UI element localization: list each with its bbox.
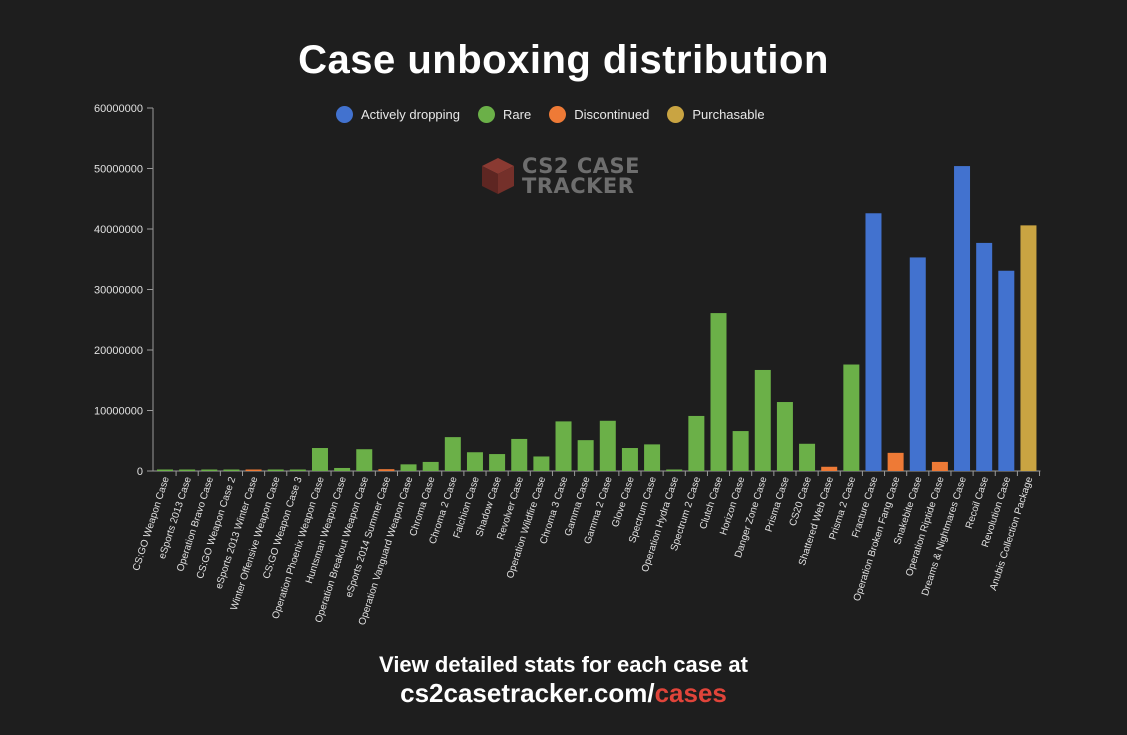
bar (577, 440, 594, 471)
y-tick-label: 0 (137, 466, 143, 478)
bar (511, 438, 528, 471)
bar (821, 466, 838, 471)
y-tick-label: 40000000 (94, 224, 143, 236)
watermark-text: CS2 CASE TRACKER (522, 154, 640, 198)
bar (157, 469, 173, 471)
bar (843, 364, 860, 471)
bar (732, 431, 749, 471)
legend-item-discontinued: Discontinued (549, 106, 649, 123)
bar (998, 270, 1015, 471)
bar (644, 444, 661, 471)
chart-legend: Actively dropping Rare Discontinued Purc… (336, 106, 783, 123)
legend-dot-blue (336, 106, 353, 123)
y-tick-label: 20000000 (94, 345, 143, 357)
bar (223, 469, 240, 471)
watermark-logo: CS2 CASE TRACKER (480, 154, 640, 198)
bar (776, 402, 793, 471)
bar (444, 437, 461, 471)
bar (422, 461, 439, 471)
y-tick-label: 30000000 (94, 285, 143, 297)
footer-url-suffix[interactable]: cases (654, 678, 727, 708)
bar (356, 449, 373, 471)
bar (954, 166, 971, 471)
bar (799, 443, 816, 471)
bar (754, 369, 771, 471)
bar (887, 452, 904, 471)
legend-item-actively-dropping: Actively dropping (336, 106, 460, 123)
bar (909, 257, 926, 471)
y-tick-label: 60000000 (94, 103, 143, 115)
bar (466, 452, 483, 471)
bar (710, 313, 727, 471)
footer-url[interactable]: cs2casetracker.com/cases (0, 678, 1127, 709)
bar (533, 456, 550, 471)
bar (267, 469, 284, 471)
legend-item-rare: Rare (478, 106, 531, 123)
bar (400, 464, 417, 471)
legend-label: Rare (503, 107, 532, 122)
bar (931, 461, 948, 471)
footer-url-prefix[interactable]: cs2casetracker.com/ (400, 678, 655, 708)
bar (621, 448, 638, 471)
bar (334, 467, 351, 471)
legend-dot-green (478, 106, 495, 123)
bar (666, 469, 683, 471)
bar (688, 415, 705, 471)
y-tick-label: 50000000 (94, 164, 143, 176)
legend-label: Discontinued (574, 107, 650, 122)
watermark-line2: TRACKER (522, 174, 635, 198)
bar (378, 469, 395, 471)
legend-label: Actively dropping (361, 107, 460, 122)
y-tick-label: 10000000 (94, 406, 143, 418)
watermark-line1: CS2 CASE (522, 154, 640, 178)
legend-dot-orange (549, 106, 567, 123)
bar (1020, 225, 1037, 471)
x-tick-label: CS20 Case (788, 475, 814, 527)
bar (865, 213, 882, 471)
bar (489, 454, 506, 471)
bar (245, 469, 262, 471)
bar (555, 421, 572, 471)
chart-title: Case unboxing distribution (298, 38, 829, 82)
bar (179, 469, 196, 471)
legend-dot-gold (667, 106, 685, 123)
bar (599, 420, 616, 471)
bar (311, 448, 328, 471)
bar (201, 469, 218, 471)
bar (976, 242, 993, 471)
bar (289, 469, 306, 471)
chart-bars (157, 166, 1037, 471)
legend-label: Purchasable (692, 107, 765, 122)
box-logo-icon (482, 158, 514, 194)
footer-caption: View detailed stats for each case at (379, 652, 748, 677)
legend-item-purchasable: Purchasable (667, 106, 765, 123)
